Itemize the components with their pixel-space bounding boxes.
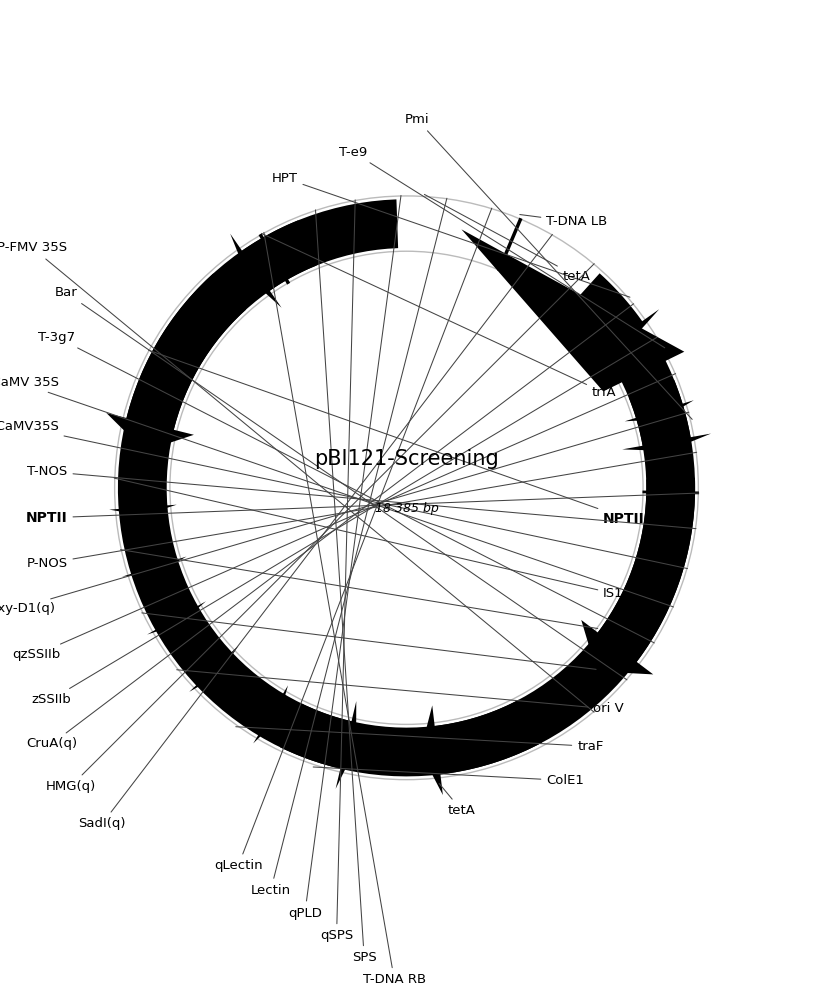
- Polygon shape: [311, 217, 337, 260]
- Polygon shape: [230, 220, 316, 308]
- Text: Pmi: Pmi: [405, 113, 692, 419]
- Text: T-DNA LB: T-DNA LB: [520, 215, 607, 228]
- Polygon shape: [244, 691, 276, 729]
- Text: P-NOS: P-NOS: [26, 452, 697, 570]
- Text: kilA: kilA: [141, 613, 626, 678]
- Text: qSPS: qSPS: [320, 200, 355, 942]
- Text: qPLD: qPLD: [288, 195, 401, 920]
- Text: NPTII: NPTII: [26, 493, 699, 525]
- Polygon shape: [281, 709, 310, 751]
- Text: P-CaMV 35S: P-CaMV 35S: [0, 376, 673, 607]
- Polygon shape: [256, 698, 287, 737]
- Polygon shape: [623, 355, 693, 421]
- Text: NPTIII: NPTIII: [149, 350, 650, 526]
- Text: T-DNA RB: T-DNA RB: [264, 232, 426, 986]
- Text: ColE1: ColE1: [313, 767, 585, 787]
- Polygon shape: [307, 718, 333, 761]
- Text: T-3g7: T-3g7: [38, 331, 654, 643]
- Text: trfA: trfA: [262, 233, 616, 399]
- Polygon shape: [109, 458, 176, 515]
- Polygon shape: [567, 273, 659, 361]
- Text: Waxy-D1(q): Waxy-D1(q): [0, 412, 689, 615]
- Text: tetA: tetA: [439, 783, 476, 817]
- Text: Lectin: Lectin: [250, 198, 447, 897]
- Text: Bar: Bar: [54, 286, 627, 680]
- Text: T-CaMV35S: T-CaMV35S: [0, 420, 688, 569]
- Polygon shape: [622, 380, 711, 451]
- Text: CruA(q): CruA(q): [26, 304, 633, 750]
- Text: 18 385 bp: 18 385 bp: [375, 502, 438, 515]
- Polygon shape: [294, 714, 321, 756]
- Polygon shape: [275, 233, 304, 273]
- Polygon shape: [280, 701, 356, 789]
- Text: T-e9: T-e9: [339, 146, 665, 348]
- Polygon shape: [350, 207, 372, 251]
- Polygon shape: [420, 700, 542, 795]
- Polygon shape: [330, 211, 354, 255]
- Text: ori V: ori V: [176, 670, 624, 715]
- Polygon shape: [107, 273, 246, 451]
- Polygon shape: [118, 199, 695, 776]
- Text: tetA: tetA: [424, 194, 590, 283]
- Polygon shape: [257, 243, 288, 282]
- Text: P-FMV 35S: P-FMV 35S: [0, 241, 594, 712]
- Text: qzSSIIb: qzSSIIb: [13, 374, 676, 661]
- Polygon shape: [581, 478, 695, 674]
- Text: IS1: IS1: [115, 478, 624, 600]
- Text: pBI121-Screening: pBI121-Screening: [314, 449, 499, 469]
- Text: zSSIIb: zSSIIb: [32, 337, 657, 706]
- Text: HPT: HPT: [272, 172, 630, 297]
- Polygon shape: [122, 522, 187, 577]
- Polygon shape: [293, 225, 320, 266]
- Text: qLectin: qLectin: [214, 208, 492, 872]
- Polygon shape: [170, 622, 238, 692]
- Text: HMG(q): HMG(q): [46, 264, 594, 793]
- Text: SPS: SPS: [315, 210, 376, 964]
- Polygon shape: [143, 576, 206, 635]
- Text: SadI(q): SadI(q): [79, 234, 552, 830]
- Text: NPTIII: NPTIII: [120, 550, 641, 639]
- Text: traF: traF: [236, 727, 603, 753]
- Polygon shape: [217, 671, 288, 743]
- Text: T-NOS: T-NOS: [27, 465, 696, 529]
- Polygon shape: [268, 704, 298, 744]
